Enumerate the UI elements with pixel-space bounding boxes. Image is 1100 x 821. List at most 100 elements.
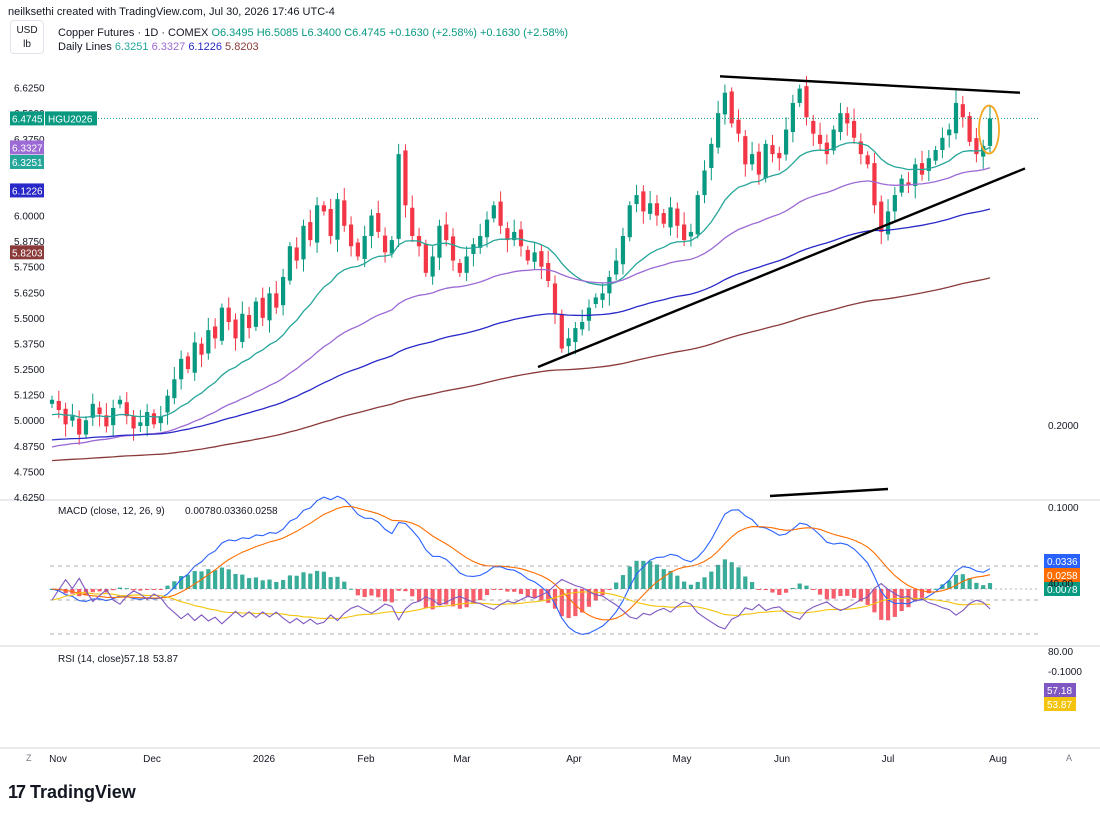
candle-body: [648, 203, 653, 214]
macd-badge-2: [1044, 582, 1080, 596]
macd-histogram-bar: [335, 576, 340, 589]
candle-body: [138, 422, 143, 426]
candle-body: [56, 400, 61, 410]
macd-title: MACD (close, 12, 26, 9): [58, 506, 165, 517]
macd-histogram-bar: [695, 581, 700, 589]
rsi-line: [51, 577, 991, 630]
macd-histogram-bar: [600, 589, 605, 596]
candle-body: [824, 142, 829, 155]
candle-body: [267, 293, 272, 321]
candle-body: [777, 152, 782, 159]
candle-body: [967, 116, 972, 142]
macd-histogram-bar: [620, 575, 626, 589]
macd-histogram-bar: [845, 589, 850, 596]
rsi-badge-text-1: 53.87: [1047, 700, 1072, 711]
macd-histogram-bar: [967, 578, 972, 589]
macd-histogram-bar: [947, 580, 952, 589]
timezone-button[interactable]: Z: [26, 753, 32, 763]
candle-body: [423, 243, 428, 273]
macd-value-1: 0.0336: [216, 506, 247, 517]
macd-histogram-bar: [294, 575, 299, 589]
candle-body: [287, 246, 293, 281]
macd-histogram-bar: [213, 570, 218, 589]
currency-unit-button[interactable]: USD lb: [10, 20, 44, 54]
macd-histogram-bar: [817, 589, 823, 595]
unit-label: lb: [23, 39, 31, 50]
rsi-badge-0: [1044, 683, 1076, 697]
candle-body: [906, 182, 911, 185]
candle-body: [668, 207, 673, 228]
candle-body: [185, 356, 191, 370]
rsi-value-0: 57.18: [124, 654, 149, 665]
candle-body: [675, 208, 680, 226]
ma-value-badge-3: [10, 245, 44, 260]
candle-body: [444, 224, 449, 241]
macd-histogram-bar: [471, 589, 476, 604]
macd-histogram-bar: [552, 589, 558, 609]
price-axis-tick-11: 5.0000: [14, 416, 45, 427]
macd-histogram-bar: [580, 589, 585, 613]
candle-body: [512, 231, 517, 241]
macd-histogram-bar: [885, 589, 891, 621]
macd-histogram-bar: [63, 589, 68, 594]
ma-value-badge-1: [10, 154, 44, 169]
candle-body: [614, 260, 619, 275]
macd-histogram-bar: [729, 562, 734, 589]
macd-histogram-bar: [532, 589, 537, 598]
rsi-ma-line: [51, 591, 991, 620]
candle-body: [811, 120, 816, 134]
candle-body: [226, 307, 231, 322]
macd-histogram-bar: [722, 559, 728, 589]
macd-badge-1: [1044, 568, 1080, 582]
candle-body: [586, 307, 592, 321]
macd-histogram-bar: [131, 589, 136, 591]
macd-histogram-bar: [505, 589, 510, 592]
macd-axis-tick-2: -0.1000: [1048, 667, 1082, 678]
macd-histogram-bar: [811, 589, 816, 590]
macd-histogram-bar: [416, 589, 422, 602]
change-value: +0.1630 (+2.58%): [388, 27, 477, 39]
candle-body: [70, 416, 75, 421]
macd-histogram-bar: [437, 589, 442, 606]
daily-lines-legend: Daily Lines 6.3251 6.3327 6.1226 5.8203: [58, 41, 259, 53]
candle-body: [593, 297, 598, 304]
macd-histogram-bar: [355, 589, 360, 596]
macd-histogram-bar: [410, 589, 415, 597]
macd-histogram-bar: [450, 589, 456, 607]
candle-body: [831, 129, 836, 151]
macd-histogram-bar: [668, 570, 673, 589]
macd-signal-line: [51, 505, 991, 621]
macd-histogram-bar: [111, 589, 116, 591]
candle-body: [389, 240, 394, 254]
macd-histogram-bar: [648, 561, 653, 589]
candle-body: [457, 263, 462, 273]
macd-histogram-bar: [770, 589, 775, 593]
candle-body: [974, 138, 979, 155]
candle-body: [641, 191, 646, 212]
candle-body: [179, 358, 184, 380]
candle-body: [77, 418, 82, 435]
macd-histogram-bar: [274, 581, 279, 589]
candle-body: [450, 236, 456, 261]
macd-histogram-bar: [566, 589, 571, 619]
candle-body: [199, 343, 204, 355]
candle-body: [471, 244, 476, 255]
macd-histogram-bar: [260, 580, 265, 589]
macd-histogram-bar: [478, 589, 483, 601]
macd-axis-tick-0: 0.2000: [1048, 421, 1079, 432]
macd-histogram-bar: [185, 574, 191, 589]
macd-histogram-bar: [926, 589, 931, 594]
auto-scale-button[interactable]: A: [1066, 753, 1073, 763]
ma100-value: 6.1226: [188, 41, 222, 53]
ma200-value: 5.8203: [225, 41, 259, 53]
candle-body: [518, 229, 524, 247]
candle-body: [620, 236, 626, 265]
macd-histogram-bar: [97, 589, 102, 592]
macd-histogram-bar: [688, 584, 694, 589]
macd-histogram-bar: [858, 589, 863, 602]
macd-histogram-bar: [484, 589, 490, 596]
candle-body: [892, 195, 897, 212]
upper-trendline: [719, 75, 1021, 94]
macd-histogram-bar: [179, 575, 184, 589]
